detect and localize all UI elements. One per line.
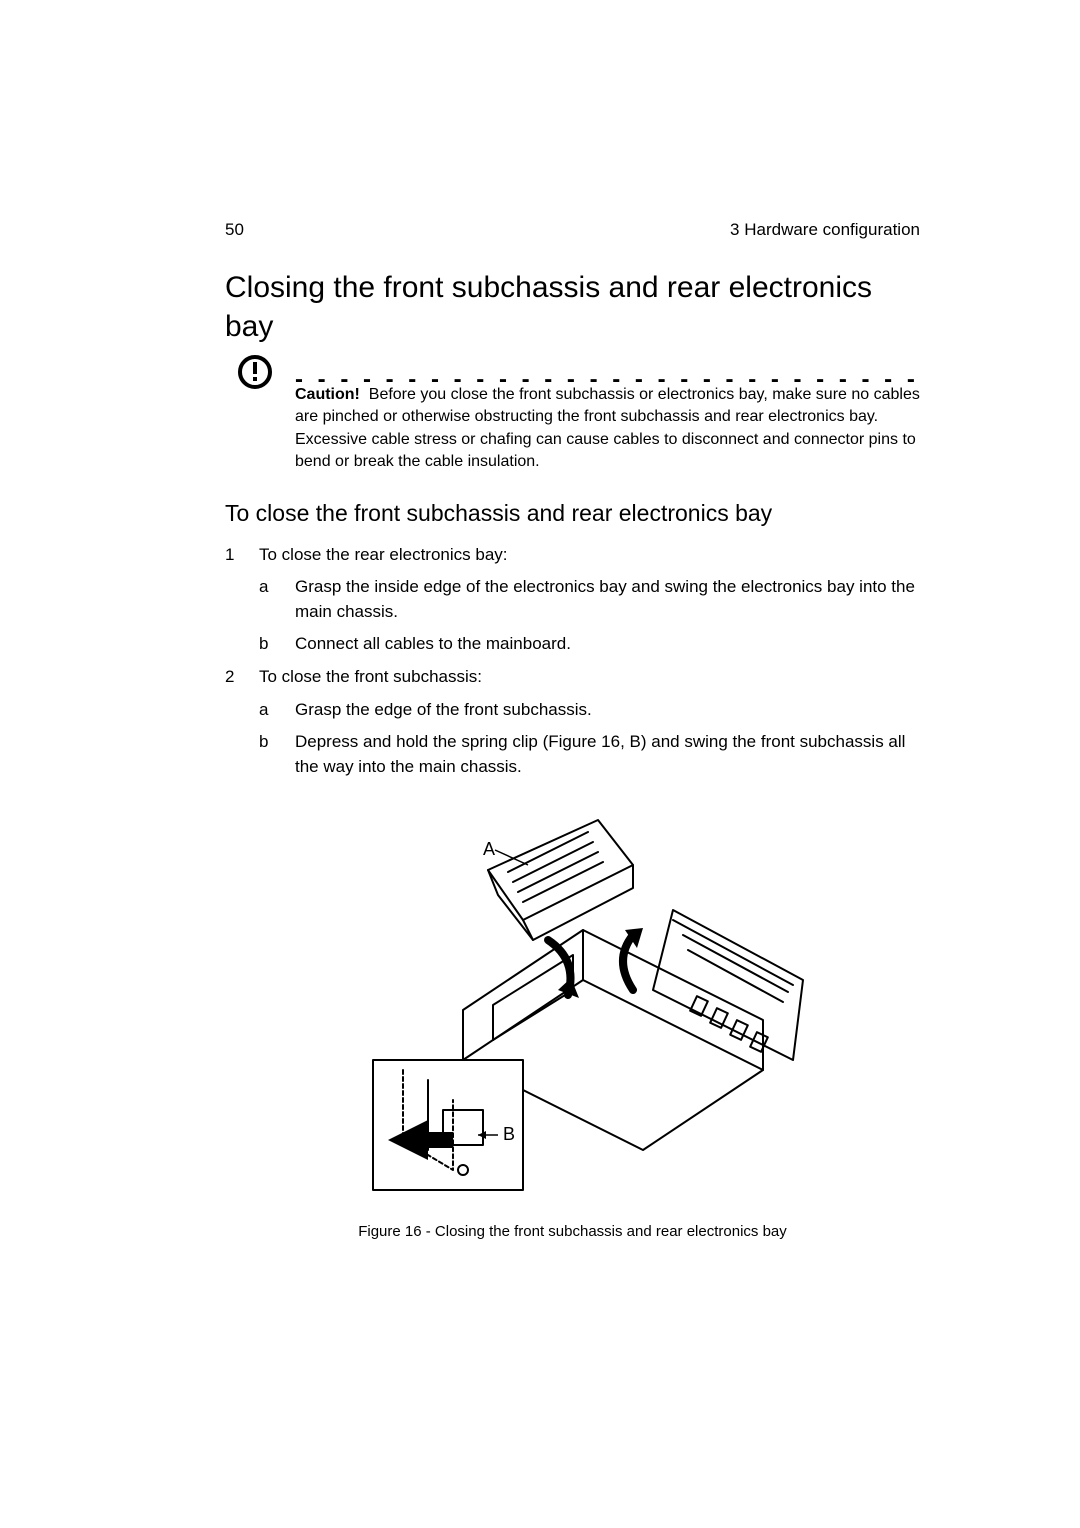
- substep-row: b Depress and hold the spring clip (Figu…: [259, 730, 920, 779]
- substep-letter: a: [259, 575, 295, 624]
- substep-text: Connect all cables to the mainboard.: [295, 632, 571, 657]
- substep-row: a Grasp the edge of the front subchassis…: [259, 698, 920, 723]
- substep-row: a Grasp the inside edge of the electroni…: [259, 575, 920, 624]
- substep-letter: b: [259, 730, 295, 779]
- substep-letter: a: [259, 698, 295, 723]
- dashed-divider: - - - - - - - - - - - - - - - - - - - - …: [295, 366, 920, 394]
- page-number: 50: [225, 220, 244, 240]
- caution-body: Before you close the front subchassis or…: [295, 386, 920, 470]
- figure-illustration: A B: [333, 810, 813, 1205]
- step-row: 1 To close the rear electronics bay:: [225, 543, 920, 568]
- steps-list: 1 To close the rear electronics bay: a G…: [225, 543, 920, 780]
- page-header: 50 3 Hardware configuration: [225, 220, 920, 240]
- heading-1: Closing the front subchassis and rear el…: [225, 268, 920, 346]
- substep-row: b Connect all cables to the mainboard.: [259, 632, 920, 657]
- chapter-title: 3 Hardware configuration: [730, 220, 920, 240]
- caution-block: - - - - - - - - - - - - - - - - - - - - …: [295, 364, 920, 474]
- heading-2: To close the front subchassis and rear e…: [225, 500, 920, 527]
- substep-letter: b: [259, 632, 295, 657]
- substep-text: Grasp the inside edge of the electronics…: [295, 575, 920, 624]
- step-row: 2 To close the front subchassis:: [225, 665, 920, 690]
- substep-text: Depress and hold the spring clip (Figure…: [295, 730, 920, 779]
- figure-wrap: A B Figure 16 - Closing the front subcha…: [225, 810, 920, 1240]
- step-text: To close the rear electronics bay:: [259, 543, 508, 568]
- step-number: 1: [225, 543, 259, 568]
- step-number: 2: [225, 665, 259, 690]
- substep-text: Grasp the edge of the front subchassis.: [295, 698, 592, 723]
- figure-label-a: A: [483, 839, 495, 859]
- figure-caption: Figure 16 - Closing the front subchassis…: [225, 1223, 920, 1240]
- figure-label-b: B: [503, 1124, 515, 1144]
- caution-icon: [237, 354, 273, 395]
- step-text: To close the front subchassis:: [259, 665, 482, 690]
